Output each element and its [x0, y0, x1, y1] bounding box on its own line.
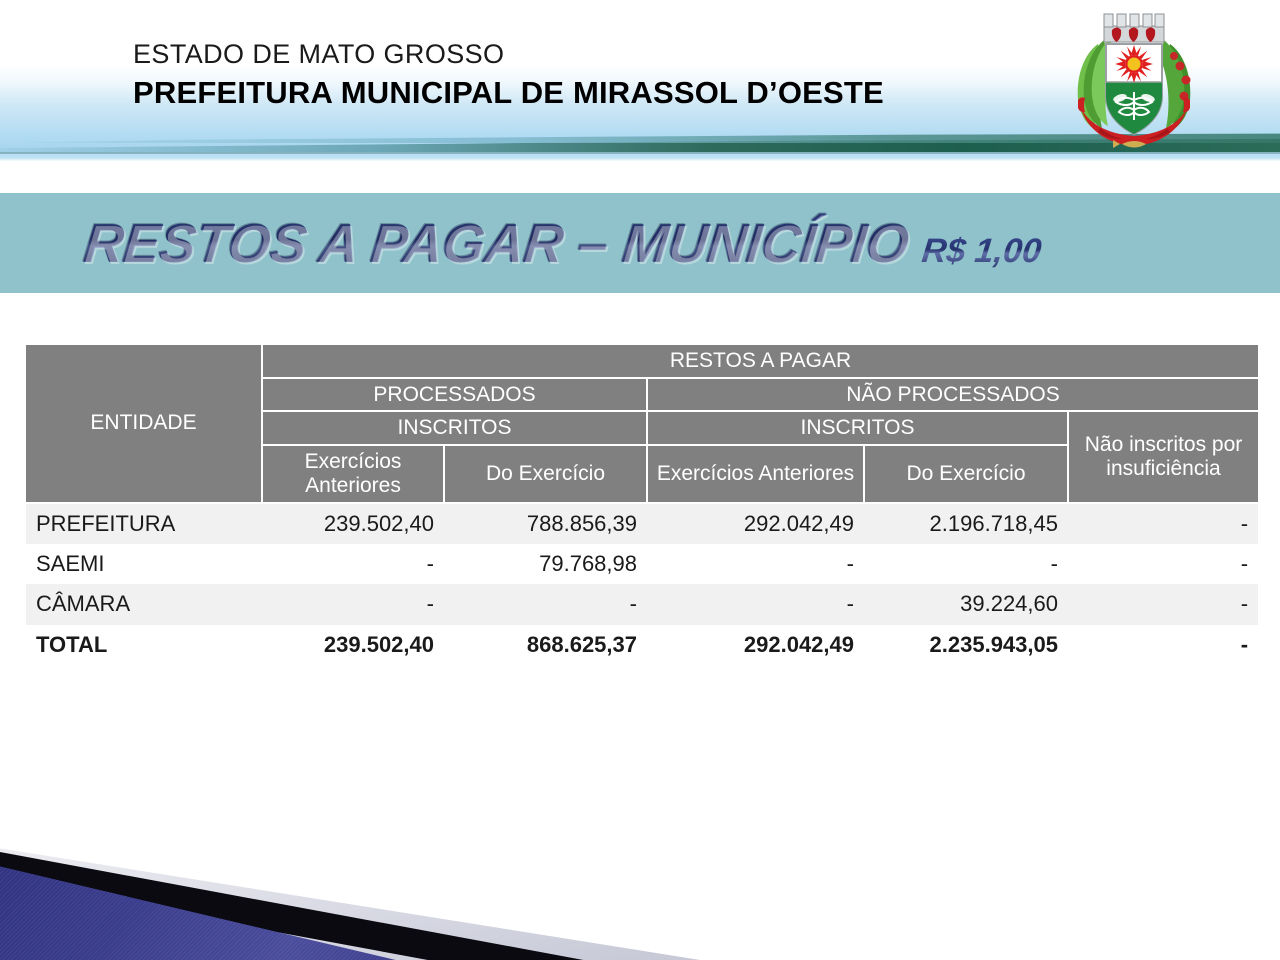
cell-naoproc-do-exercicio: 39.224,60: [864, 584, 1068, 625]
header-landscape-decoration: [0, 126, 1280, 152]
cell-naoproc-exercicios-anteriores: -: [647, 543, 864, 585]
cell-naoproc-do-exercicio: 2.196.718,45: [864, 502, 1068, 544]
table-header-row-4: Exercícios Anteriores Do Exercício Exerc…: [26, 444, 1258, 504]
deco-blue-band: [0, 866, 700, 960]
cell-proc-do-exercicio: -: [444, 584, 647, 625]
table-header: ENTIDADE RESTOS A PAGAR PROCESSADOS NÃO …: [26, 345, 1259, 504]
cell-proc-do-exercicio: 79.768,98: [444, 543, 647, 585]
header-titles: ESTADO DE MATO GROSSO PREFEITURA MUNICIP…: [133, 39, 884, 110]
restos-a-pagar-table-container: ENTIDADE RESTOS A PAGAR PROCESSADOS NÃO …: [26, 345, 1259, 666]
col-header-inscritos-nao-processados: INSCRITOS: [646, 410, 1069, 447]
cell-naoproc-exercicios-anteriores: 292.042,49: [647, 502, 864, 544]
table-row: PREFEITURA 239.502,40 788.856,39 292.042…: [26, 502, 1259, 544]
cell-nao-inscritos: -: [1068, 502, 1259, 544]
slide-title-unit: R$ 1,00: [920, 232, 1044, 270]
table-row: CÂMARA - - - 39.224,60 -: [26, 584, 1259, 625]
cell-entidade: CÂMARA: [26, 584, 262, 625]
col-header-naoproc-do-exercicio: Do Exercício: [863, 444, 1069, 504]
col-header-inscritos-processados: INSCRITOS: [261, 410, 648, 447]
col-header-processados: PROCESSADOS: [261, 376, 648, 413]
cell-proc-do-exercicio: 788.856,39: [444, 502, 647, 544]
cell-naoproc-do-exercicio: -: [864, 543, 1068, 585]
col-header-nao-inscritos-por-insuficiencia: Não inscritos por insuficiência: [1066, 410, 1259, 504]
cell-entidade: SAEMI: [26, 543, 262, 585]
restos-a-pagar-table: ENTIDADE RESTOS A PAGAR PROCESSADOS NÃO …: [26, 345, 1259, 666]
cell-proc-exercicios-anteriores: 239.502,40: [262, 502, 444, 544]
header-banner: ESTADO DE MATO GROSSO PREFEITURA MUNICIP…: [0, 0, 1280, 168]
table-header-row-1: ENTIDADE RESTOS A PAGAR: [26, 345, 1259, 504]
header-divider-line: [0, 152, 1280, 154]
cell-total-proc-exercicios-anteriores: 239.502,40: [262, 624, 444, 666]
state-name: ESTADO DE MATO GROSSO: [133, 39, 505, 69]
cell-nao-inscritos: -: [1068, 584, 1259, 625]
slide-title-band: RESTOS A PAGAR – MUNICÍPIO R$ 1,00: [0, 193, 1280, 293]
table-header-row-3: INSCRITOS INSCRITOS Não inscritos por in…: [26, 410, 1259, 504]
slide-title-main: RESTOS A PAGAR – MUNICÍPIO: [80, 212, 912, 274]
table-total-row: TOTAL 239.502,40 868.625,37 292.042,49 2…: [26, 624, 1259, 666]
col-header-proc-do-exercicio: Do Exercício: [443, 444, 648, 504]
slide-title: RESTOS A PAGAR – MUNICÍPIO R$ 1,00: [80, 211, 1044, 275]
cell-naoproc-exercicios-anteriores: -: [647, 584, 864, 625]
cell-nao-inscritos: -: [1068, 543, 1259, 585]
col-header-naoproc-exercicios-anteriores: Exercícios Anteriores: [646, 444, 865, 504]
col-header-entidade: ENTIDADE: [26, 345, 263, 504]
cell-total-naoproc-exercicios-anteriores: 292.042,49: [647, 624, 864, 666]
cell-proc-exercicios-anteriores: -: [262, 584, 444, 625]
deco-black-band: [0, 852, 700, 960]
col-header-proc-exercicios-anteriores: Exercícios Anteriores: [261, 444, 445, 504]
cell-proc-exercicios-anteriores: -: [262, 543, 444, 585]
col-header-restos-a-pagar: RESTOS A PAGAR: [260, 345, 1259, 379]
cell-total-nao-inscritos: -: [1068, 624, 1259, 666]
municipality-name: PREFEITURA MUNICIPAL DE MIRASSOL D’OESTE: [133, 75, 884, 110]
deco-gray-band: [0, 848, 700, 960]
col-header-nao-processados: NÃO PROCESSADOS: [645, 376, 1259, 413]
cell-total-naoproc-do-exercicio: 2.235.943,05: [864, 624, 1068, 666]
table-header-row-2: PROCESSADOS NÃO PROCESSADOS: [26, 376, 1259, 413]
table-body: PREFEITURA 239.502,40 788.856,39 292.042…: [26, 502, 1259, 666]
cell-total-label: TOTAL: [26, 624, 262, 666]
cell-entidade: PREFEITURA: [26, 502, 262, 544]
bottom-left-ribbon-decoration: [0, 780, 700, 960]
cell-total-proc-do-exercicio: 868.625,37: [444, 624, 647, 666]
coat-of-arms-icon: [1060, 4, 1208, 154]
table-row: SAEMI - 79.768,98 - - -: [26, 543, 1259, 585]
